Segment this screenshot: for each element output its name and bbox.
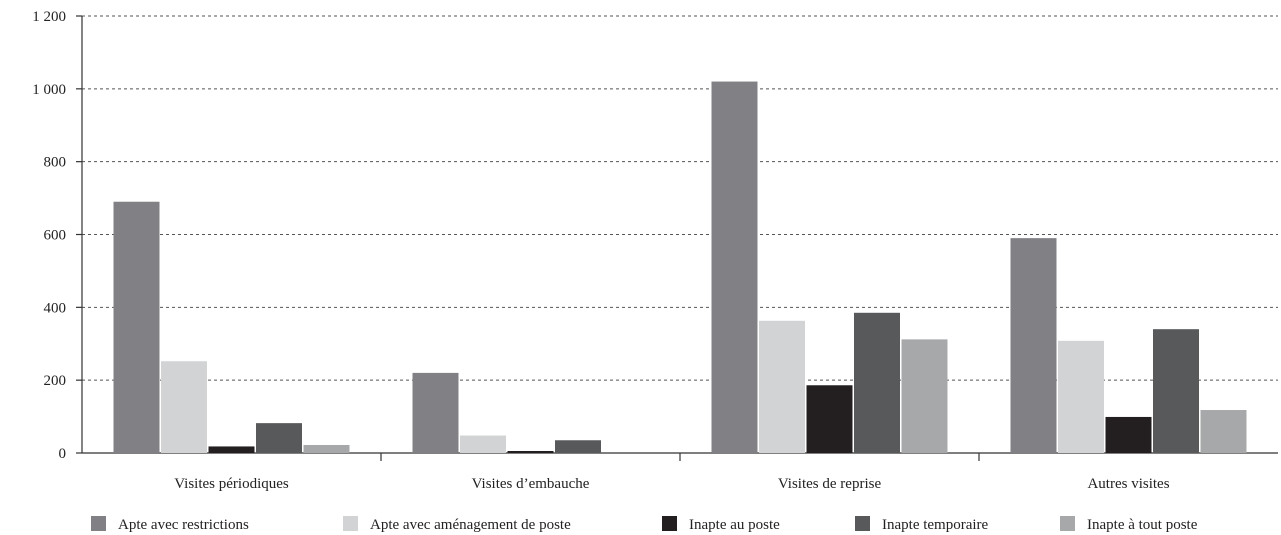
bar-inapte-au-poste-1 — [507, 451, 554, 453]
legend-swatch — [343, 516, 358, 531]
y-tick-label: 1 000 — [32, 82, 66, 98]
legend: Apte avec restrictions Apte avec aménagem… — [91, 516, 1198, 533]
bar-inapte-au-poste-2 — [806, 385, 853, 453]
bar-inapte-temporaire-1 — [555, 440, 601, 453]
bar-apte-avec-am-nagement-de-poste-0 — [161, 361, 207, 453]
bar-inapte-temporaire-3 — [1153, 329, 1199, 453]
x-category-label: Autres visites — [1087, 476, 1169, 492]
bar-inapte-tout-poste-3 — [1200, 410, 1247, 453]
x-category-label: Visites d’embauche — [472, 476, 590, 492]
y-tick-label: 200 — [44, 373, 67, 389]
bar-apte-avec-restrictions-0 — [113, 201, 160, 453]
y-tick-label: 800 — [44, 155, 67, 171]
category-labels: Visites périodiques Visites d’embauche Vis… — [174, 476, 1169, 492]
y-tick-label: 1 200 — [32, 9, 66, 25]
y-tick-label: 0 — [59, 446, 67, 462]
y-tick-label: 400 — [44, 300, 67, 316]
bars — [113, 81, 1247, 454]
bar-inapte-au-poste-0 — [208, 446, 255, 453]
legend-swatch — [91, 516, 106, 531]
x-axis-ticks — [380, 453, 980, 461]
bar-inapte-tout-poste-0 — [303, 444, 350, 453]
bar-apte-avec-restrictions-1 — [412, 372, 459, 453]
legend-label: Inapte au poste — [689, 517, 780, 533]
bar-apte-avec-restrictions-3 — [1010, 238, 1057, 453]
y-axis-ticks: 0 200 400 600 800 1 000 1 200 — [32, 9, 82, 462]
grid-lines — [82, 15, 1278, 381]
legend-label: Apte avec restrictions — [118, 517, 249, 533]
bar-inapte-tout-poste-2 — [901, 339, 948, 453]
legend-swatch — [662, 516, 677, 531]
bar-inapte-temporaire-0 — [256, 423, 302, 453]
legend-label: Inapte à tout poste — [1087, 517, 1198, 533]
legend-swatch — [1060, 516, 1075, 531]
legend-label: Apte avec aménagement de poste — [370, 517, 571, 533]
x-category-label: Visites périodiques — [174, 476, 289, 492]
bar-inapte-au-poste-3 — [1105, 416, 1152, 453]
x-category-label: Visites de reprise — [778, 476, 882, 492]
bar-apte-avec-restrictions-2 — [711, 81, 758, 454]
bar-apte-avec-am-nagement-de-poste-1 — [460, 435, 506, 453]
bar-apte-avec-am-nagement-de-poste-2 — [759, 320, 805, 453]
legend-label: Inapte temporaire — [882, 517, 989, 533]
y-tick-label: 600 — [44, 228, 67, 244]
legend-swatch — [855, 516, 870, 531]
bar-inapte-temporaire-2 — [854, 312, 900, 453]
bar-apte-avec-am-nagement-de-poste-3 — [1058, 340, 1104, 453]
